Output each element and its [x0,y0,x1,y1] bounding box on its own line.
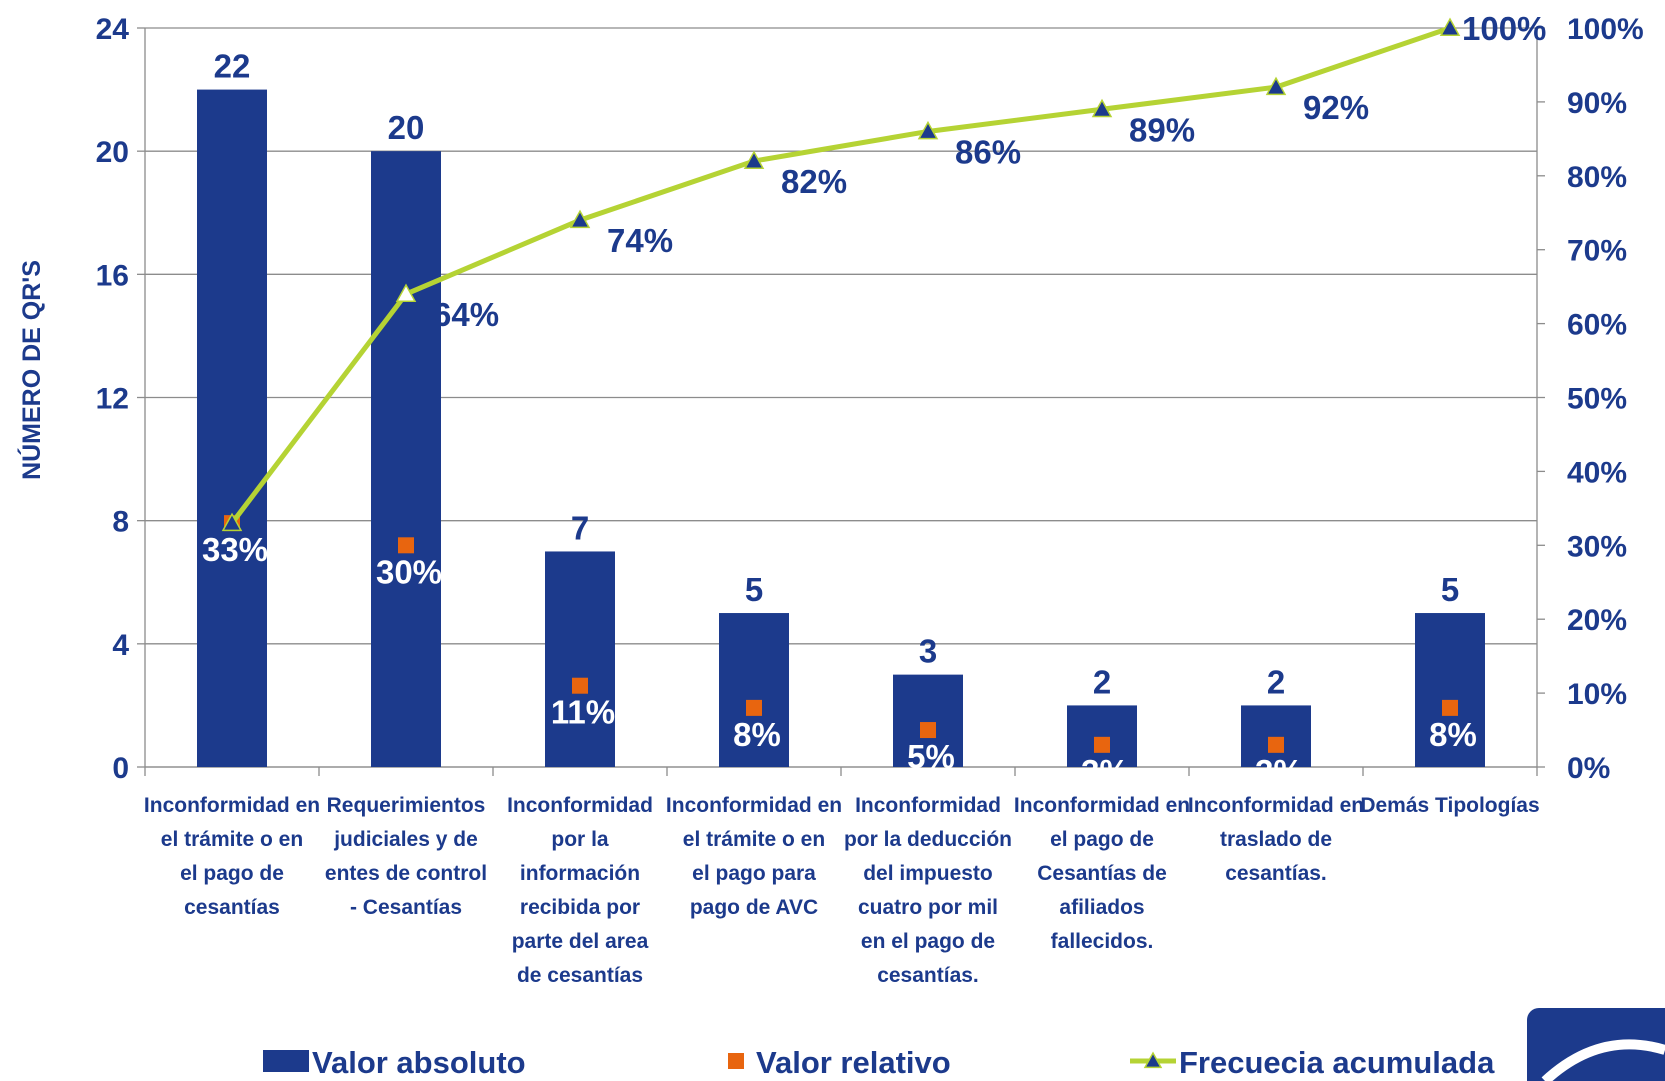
cumulative-marker [743,150,765,169]
relative-marker [920,722,936,739]
cumulative-label: 92% [1303,89,1369,126]
legend-label: Frecuecia acumulada [1179,1045,1495,1080]
y-tick-label: 24 [96,13,130,46]
bar-value-label: 22 [214,48,251,85]
bar [197,89,267,768]
y2-tick-label: 90% [1567,87,1627,120]
relative-marker [572,677,588,694]
cumulative-line [230,25,1451,525]
x-tick-label: Inconformidad en el trámite o en el pago p… [666,794,842,919]
y2-tick-label: 10% [1567,678,1627,711]
y2-tick-label: 100% [1567,13,1644,46]
bar [1241,705,1311,767]
cumulative-marker [569,209,591,229]
y2-tick-label: 70% [1567,235,1627,268]
y2-tick-label: 60% [1567,309,1627,342]
cumulative-marker [917,120,939,140]
legend-marker [1143,1051,1163,1069]
y-tick-label: 4 [112,629,129,662]
relative-label: 3% [1081,753,1129,790]
y-tick-label: 16 [96,259,129,292]
y-tick-label: 8 [112,506,129,539]
relative-label: 8% [733,716,781,753]
legend-label: Valor absoluto [312,1045,526,1080]
y-tick-label: 0 [112,752,129,785]
y2-tick-label: 50% [1567,383,1627,416]
bar-value-label: 5 [745,571,763,608]
relative-marker [1442,699,1458,716]
cumulative-label: 100% [1462,10,1546,47]
y-tick-label: 20 [96,136,129,169]
bar [1067,705,1137,767]
relative-label: 8% [1429,716,1477,753]
logo-swoosh [1541,1039,1665,1081]
x-tick-label: Requerimientos judiciales y de entes de co… [325,794,487,919]
bar-value-label: 2 [1267,663,1285,700]
relative-marker [746,699,762,716]
relative-label: 5% [907,738,955,775]
bar [719,613,789,767]
relative-marker [398,537,414,554]
cumulative-label: 82% [781,163,847,200]
y2-tick-label: 30% [1567,530,1627,563]
y2-tick-label: 0% [1567,752,1610,785]
relative-label: 11% [551,694,615,731]
relative-label: 30% [376,553,442,590]
bar-value-label: 20 [388,109,425,146]
x-tick-label: Inconformidad por la deducción del impuest… [844,794,1012,987]
cumulative-label: 74% [607,222,673,259]
logo [1527,1008,1665,1081]
cumulative-label: 86% [955,133,1021,170]
bar-value-label: 7 [571,509,589,546]
bar [545,551,615,767]
bar-value-label: 2 [1093,663,1111,700]
relative-marker [1094,736,1110,753]
x-tick-label: Inconformidad en el trámite o en el pago d… [144,794,320,919]
legend-swatch [728,1053,744,1069]
cumulative-marker [1091,98,1113,118]
x-tick-label: Inconformidad en traslado de cesantías. [1188,794,1364,885]
cumulative-marker [1265,76,1287,96]
cumulative-marker [221,512,243,532]
y2-tick-label: 20% [1567,604,1627,637]
x-tick-label: Inconformidad por la información recibida p… [507,794,653,987]
legend-label: Valor relativo [756,1045,951,1080]
relative-marker [1268,736,1284,753]
cumulative-marker [395,283,417,302]
relative-label: 3% [1255,753,1303,790]
x-tick-label: Demás Tipologías [1360,794,1539,817]
bar-value-label: 3 [919,633,937,670]
bar [1415,613,1485,767]
y2-tick-label: 40% [1567,456,1627,489]
relative-label: 33% [202,531,268,568]
bar [371,151,441,767]
y-axis-label: NÚMERO DE QR'S [16,260,46,480]
cumulative-label: 64% [433,296,499,333]
cumulative-label: 89% [1129,111,1195,148]
y2-tick-label: 80% [1567,161,1627,194]
cumulative-marker [1439,17,1461,36]
y-tick-label: 12 [96,383,129,416]
bar [893,674,963,767]
bar-value-label: 5 [1441,571,1459,608]
x-tick-label: Inconformidad en el pago de Cesantías de af… [1014,794,1190,953]
legend-swatch [263,1050,309,1072]
